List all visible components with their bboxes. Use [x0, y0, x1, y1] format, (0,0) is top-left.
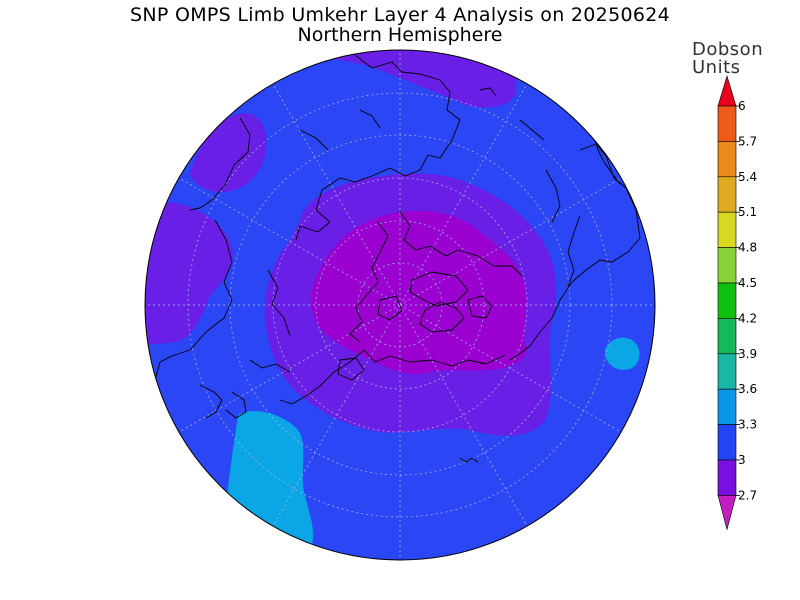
field-patch-cyan-right: [604, 337, 640, 370]
polar-map: [145, 50, 655, 560]
colorbar-tick-label: 4.5: [738, 276, 757, 290]
colorbar-tick-label: 5.4: [738, 170, 757, 184]
map-subtitle: Northern Hemisphere: [297, 24, 503, 46]
coastlines: [154, 54, 641, 463]
colorbar-segment: [717, 105, 737, 142]
colorbar-segment: [717, 74, 737, 107]
colorbar-tick-label: 3.6: [738, 382, 757, 396]
field-patch-left: [145, 202, 233, 345]
colorbar-segment: [717, 495, 737, 531]
map-title: SNP OMPS Limb Umkehr Layer 4 Analysis on…: [129, 4, 671, 26]
map-boundary: [144, 49, 656, 561]
units-label-line2: Units: [692, 57, 741, 78]
field-core-below-3-0: [311, 210, 527, 375]
colorbar-tick-label: 4.2: [738, 311, 757, 325]
units-label-line1: Dobson: [692, 39, 764, 60]
colorbar-segment: [717, 353, 737, 390]
colorbar-segment: [717, 282, 737, 319]
colorbar-segment: [717, 388, 737, 425]
colorbar: 6 5.7 5.4 5.1 4.8 4.5 4.2 3.9 3.6 3.3 3 2.7: [717, 74, 757, 531]
colorbar-segment: [717, 141, 737, 178]
colorbar-segment: [717, 459, 737, 496]
colorbar-tick-label: 6: [738, 99, 746, 113]
colorbar-tick-label: 2.7: [738, 488, 757, 502]
colorbar-segment: [717, 424, 737, 461]
field-patch-cyan-lower-left: [224, 410, 314, 560]
colorbar-tick-label: 3.9: [738, 347, 757, 361]
colorbar-tick-label: 5.1: [738, 205, 757, 219]
colorbar-segment: [717, 247, 737, 284]
colorbar-tick-label: 4.8: [738, 241, 757, 255]
colorbar-tick-label: 3: [738, 453, 746, 467]
colorbar-segment: [717, 176, 737, 213]
field-patch-top: [325, 50, 520, 108]
colorbar-segment: [717, 211, 737, 248]
colorbar-segment: [717, 318, 737, 355]
colorbar-tick-label: 3.3: [738, 418, 757, 432]
colorbar-tick-label: 5.7: [738, 134, 757, 148]
field-patch-upper-left: [190, 113, 267, 192]
